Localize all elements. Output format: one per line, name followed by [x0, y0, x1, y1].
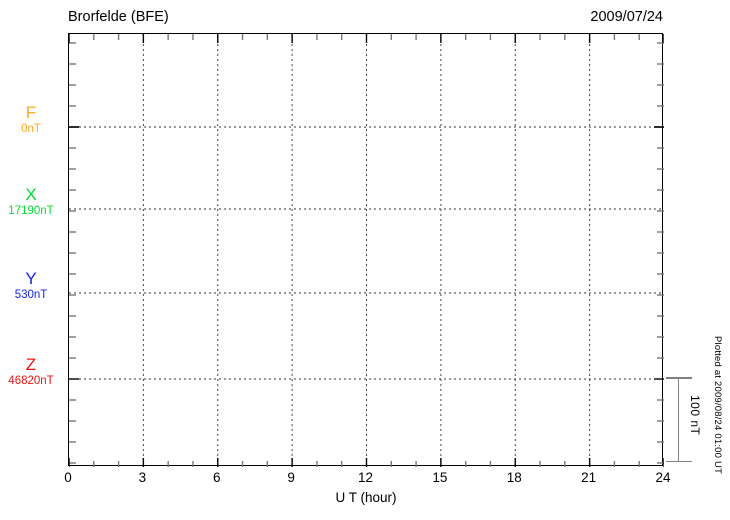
- component-label-x: X 17190nT: [0, 186, 62, 218]
- x-tick-label: 3: [138, 470, 147, 485]
- x-tick-label: 6: [212, 470, 221, 485]
- component-label-f: F 0nT: [0, 104, 62, 136]
- component-baseline-value: 530nT: [14, 289, 48, 301]
- scale-bar-line: [678, 378, 680, 462]
- x-tick-label: 9: [287, 470, 295, 485]
- page-title: Brorfelde (BFE): [68, 9, 169, 25]
- x-axis-title: U T (hour): [335, 490, 397, 505]
- component-baseline-value: 46820nT: [8, 375, 54, 387]
- x-tick-label: 18: [506, 470, 522, 485]
- scale-bar-bottom-cap: [666, 461, 692, 463]
- axis-ticks: [69, 34, 664, 467]
- horizontal-baselines: [69, 126, 664, 380]
- vertical-gridlines: [142, 34, 591, 467]
- x-tick-label: 0: [64, 470, 72, 485]
- component-symbol: Z: [25, 355, 37, 374]
- observation-date: 2009/07/24: [590, 9, 663, 25]
- component-symbol: F: [25, 103, 37, 122]
- component-label-y: Y 530nT: [0, 270, 62, 302]
- magnetogram-svg: [69, 34, 664, 467]
- component-baseline-value: 0nT: [21, 123, 41, 135]
- component-symbol: X: [25, 185, 37, 204]
- component-label-z: Z 46820nT: [0, 356, 62, 388]
- component-baseline-value: 17190nT: [8, 205, 54, 217]
- plot-area: [68, 33, 664, 467]
- x-tick-label: 21: [581, 470, 597, 485]
- scale-bar-top-cap: [666, 377, 692, 379]
- plotted-at-timestamp: Plotted at 2009/08/24 01:00 UT: [712, 336, 723, 475]
- component-symbol: Y: [25, 269, 37, 288]
- x-tick-label: 24: [655, 470, 671, 485]
- x-tick-label: 15: [432, 470, 448, 485]
- x-tick-label: 12: [357, 470, 374, 485]
- scale-bar-label: 100 nT: [688, 395, 702, 436]
